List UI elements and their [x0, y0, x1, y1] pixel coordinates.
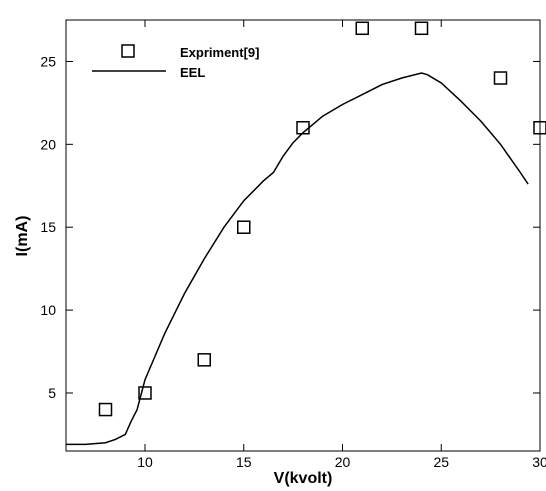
x-tick-label: 20	[335, 454, 351, 470]
x-tick-label: 25	[433, 454, 449, 470]
x-axis-title: V(kvolt)	[274, 470, 333, 487]
x-tick-label: 30	[532, 454, 546, 470]
y-tick-label: 20	[40, 136, 56, 152]
y-tick-label: 10	[40, 302, 56, 318]
x-tick-label: 10	[137, 454, 153, 470]
y-axis-title: I(mA)	[14, 216, 31, 257]
data-point-experiment	[355, 21, 369, 36]
x-axis: 10 15 20 25 30	[137, 20, 546, 470]
data-point-experiment	[138, 386, 152, 400]
data-point-experiment	[237, 220, 251, 234]
legend-marker-square	[121, 44, 135, 58]
x-tick-label: 15	[236, 454, 252, 470]
plot-area-frame	[65, 19, 541, 452]
y-tick-label: 15	[40, 219, 56, 235]
series-line-eel	[66, 72, 529, 446]
data-point-experiment	[98, 402, 113, 417]
series-layer	[66, 21, 546, 446]
y-axis: 5 10 15 20 25	[40, 53, 540, 401]
legend: Expriment[9] EEL	[92, 44, 259, 80]
data-point-experiment	[533, 121, 546, 135]
y-tick-label: 25	[40, 53, 56, 69]
data-point-experiment	[493, 71, 508, 85]
y-tick-label: 5	[48, 385, 56, 401]
data-point-experiment	[197, 353, 211, 367]
legend-label-eel: EEL	[180, 65, 205, 80]
legend-label-experiment: Expriment[9]	[180, 45, 259, 60]
data-point-experiment	[414, 21, 429, 36]
